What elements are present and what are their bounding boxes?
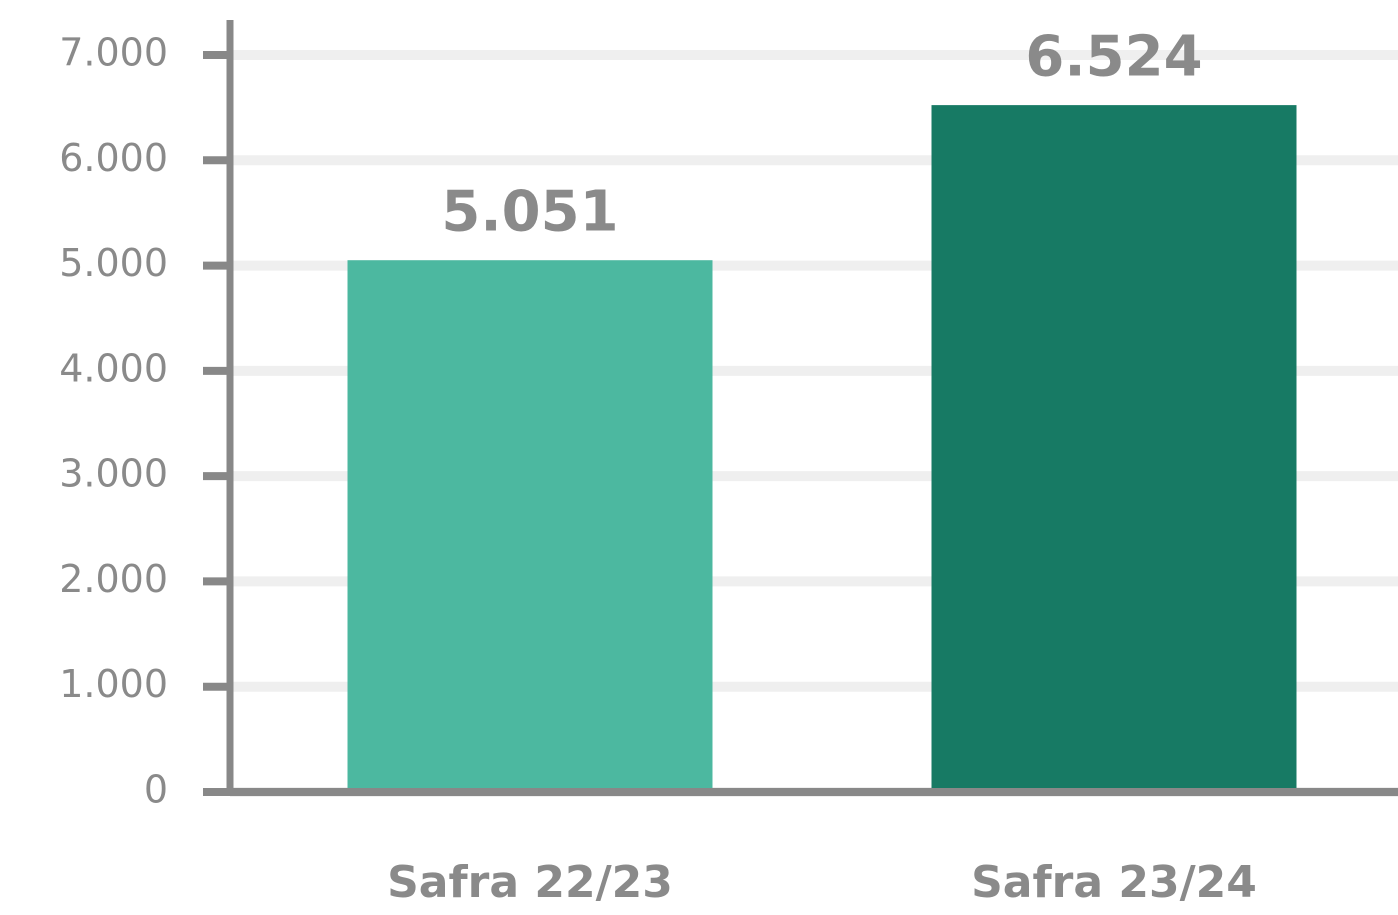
- y-tick-label: 4.000: [59, 346, 168, 390]
- x-tick-label: Safra 23/24: [971, 857, 1257, 908]
- y-tick-label: 0: [144, 768, 168, 812]
- y-tick-label: 6.000: [59, 136, 168, 180]
- y-tick-label: 1.000: [59, 662, 168, 706]
- y-tick-label: 3.000: [59, 452, 168, 496]
- x-tick-label: Safra 22/23: [387, 857, 673, 908]
- y-tick-label: 7.000: [59, 31, 168, 75]
- y-tick-label: 2.000: [59, 557, 168, 601]
- y-tick-label: 5.000: [59, 241, 168, 285]
- value-label: 5.051: [441, 179, 618, 244]
- value-label: 6.524: [1025, 24, 1202, 89]
- bar: [931, 105, 1297, 793]
- bar: [347, 260, 713, 792]
